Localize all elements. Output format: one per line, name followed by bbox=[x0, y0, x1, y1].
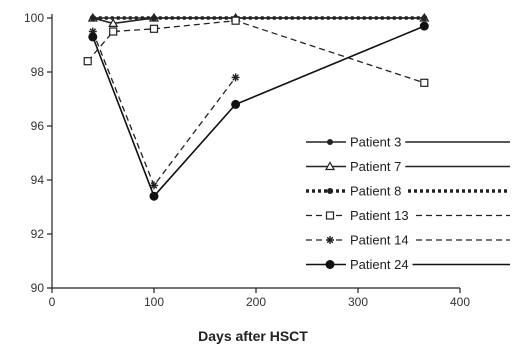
legend-label-bg bbox=[346, 256, 413, 273]
data-point bbox=[151, 15, 157, 21]
legend-label-bg bbox=[346, 134, 406, 150]
legend-item: Patient 14 bbox=[306, 232, 510, 248]
data-point bbox=[83, 57, 92, 66]
data-point bbox=[108, 18, 119, 27]
legend-item: Patient 8 bbox=[306, 183, 510, 199]
legend-label: Patient 8 bbox=[350, 184, 401, 199]
y-tick-label: 90 bbox=[31, 281, 45, 295]
x-tick-label: 0 bbox=[49, 295, 56, 309]
data-point bbox=[231, 16, 240, 25]
legend: Patient 3 Patient 7 Patient 8 Patient 13 Pat… bbox=[306, 134, 510, 273]
data-point bbox=[149, 24, 159, 33]
data-point bbox=[88, 32, 98, 42]
legend-label: Patient 14 bbox=[350, 233, 409, 248]
x-ticks: 0 100 200 300 400 bbox=[49, 288, 470, 309]
data-point bbox=[327, 139, 333, 145]
y-ticks: 90 92 94 96 98 100 bbox=[24, 11, 52, 295]
x-tick-label: 100 bbox=[144, 295, 164, 309]
data-point bbox=[327, 188, 333, 194]
data-point bbox=[324, 161, 336, 171]
x-tick-label: 200 bbox=[246, 295, 266, 309]
series-patient-24 bbox=[88, 21, 429, 201]
y-tick-label: 92 bbox=[31, 227, 45, 241]
legend-label-bg bbox=[346, 158, 406, 175]
legend-item: Patient 24 bbox=[306, 256, 510, 273]
data-point bbox=[150, 181, 158, 190]
data-point bbox=[325, 211, 335, 220]
y-tick-label: 98 bbox=[31, 65, 45, 79]
legend-label: Patient 3 bbox=[350, 135, 401, 150]
series-line bbox=[92, 31, 237, 187]
data-point bbox=[89, 15, 96, 21]
data-point bbox=[88, 27, 97, 36]
data-point bbox=[326, 236, 334, 244]
x-tick-label: 400 bbox=[450, 295, 470, 309]
legend-label-bg bbox=[346, 232, 413, 248]
legend-label-bg bbox=[346, 183, 406, 199]
legend-item: Patient 13 bbox=[306, 207, 510, 224]
series-patient-7 bbox=[87, 12, 430, 27]
data-point bbox=[149, 191, 159, 201]
legend-label: Patient 24 bbox=[350, 257, 409, 272]
data-point bbox=[325, 260, 335, 269]
y-tick-label: 100 bbox=[24, 11, 44, 25]
data-point bbox=[420, 78, 429, 87]
legend-item: Patient 3 bbox=[306, 134, 510, 150]
data-point bbox=[231, 99, 241, 109]
legend-label: Patient 13 bbox=[350, 208, 409, 223]
x-axis-title: Days after HSCT bbox=[198, 328, 308, 344]
x-tick-label: 300 bbox=[348, 295, 368, 309]
series-line bbox=[87, 20, 425, 84]
data-point bbox=[421, 15, 428, 21]
data-point bbox=[231, 73, 240, 82]
legend-item: Patient 7 bbox=[306, 158, 510, 175]
y-tick-label: 96 bbox=[31, 119, 45, 133]
data-point bbox=[419, 21, 429, 31]
legend-label: Patient 7 bbox=[350, 159, 401, 174]
data-point bbox=[109, 27, 118, 36]
legend-label-bg bbox=[346, 207, 413, 224]
series-patient-13 bbox=[83, 16, 429, 87]
y-tick-label: 94 bbox=[31, 173, 45, 187]
series-patient-14 bbox=[88, 27, 240, 190]
series-layer bbox=[83, 12, 430, 201]
series-line bbox=[92, 25, 425, 198]
axes: 0 100 200 300 400 90 92 94 96 98 100 bbox=[24, 11, 470, 309]
